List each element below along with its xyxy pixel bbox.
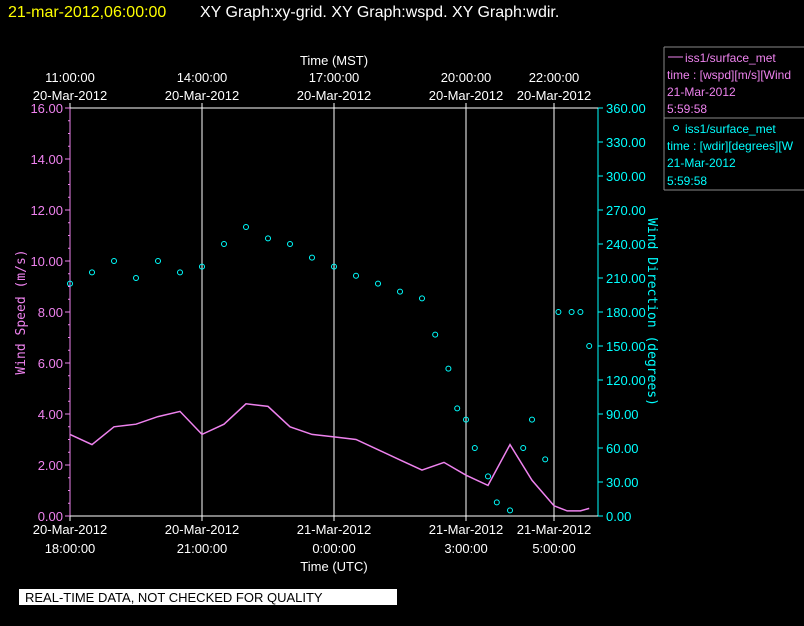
wdir-point <box>265 235 271 242</box>
wdir-point <box>353 272 359 279</box>
wdir-point <box>445 365 452 372</box>
x-bottom-tick-time: 21:00:00 <box>177 541 228 556</box>
header-graph-list: XY Graph:xy-grid. XY Graph:wspd. XY Grap… <box>200 4 559 21</box>
x-bottom-tick-time: 18:00:00 <box>45 541 96 556</box>
wspd-line <box>69 403 590 512</box>
wdir-point <box>221 241 227 247</box>
y-right-tick-label: 150.00 <box>606 339 646 354</box>
y-right-tick-label: 0.00 <box>606 509 631 524</box>
legend-wdir-name: iss1/surface_met <box>685 122 776 136</box>
x-bottom-tick-time: 5:00:00 <box>532 541 575 556</box>
x-top-tick-time: 17:00:00 <box>309 70 360 85</box>
x-top-tick-time: 14:00:00 <box>177 70 228 85</box>
wdir-point <box>586 343 593 349</box>
legend-wspd-line3: 5:59:58 <box>667 102 707 116</box>
x-top-tick-date: 20-Mar-2012 <box>33 88 107 103</box>
y-left-tick-label: 14.00 <box>30 152 63 167</box>
y-right-tick-label: 330.00 <box>606 135 646 150</box>
y-right-tick-label: 60.00 <box>606 441 639 456</box>
wdir-point <box>111 258 117 264</box>
y-right-tick-label: 90.00 <box>606 407 639 422</box>
wdir-point <box>577 309 584 315</box>
wdir-point <box>89 269 95 276</box>
wdir-point <box>397 288 403 295</box>
y-left-tick-label: 2.00 <box>38 458 63 473</box>
x-bottom-axis-title: Time (UTC) <box>300 559 367 574</box>
x-top-tick-date: 20-Mar-2012 <box>165 88 239 103</box>
y-left-tick-label: 16.00 <box>30 101 63 116</box>
axes: 0.00 2.00 4.00 6.00 8.00 10.00 12.00 14.00 16.00… <box>14 53 659 574</box>
wdir-point <box>493 499 500 506</box>
y-right-tick-label: 120.00 <box>606 373 646 388</box>
wdir-point <box>309 254 315 261</box>
y-right-axis-label: Wind Direction (degrees) <box>644 218 659 406</box>
disclaimer-text: REAL-TIME DATA, NOT CHECKED FOR QUALITY <box>25 590 323 605</box>
y-left-tick-label: 6.00 <box>38 356 63 371</box>
wdir-point <box>471 445 478 451</box>
y-left-axis-label: Wind Speed (m/s) <box>14 249 29 374</box>
x-top-tick-date: 20-Mar-2012 <box>429 88 503 103</box>
wdir-point <box>287 241 293 247</box>
y-left-tick-label: 12.00 <box>30 203 63 218</box>
y-right-tick-label: 30.00 <box>606 475 639 490</box>
legend-wdir-line1: time : [wdir][degrees][W <box>667 139 794 153</box>
legend-wspd-line2: 21-Mar-2012 <box>667 85 736 99</box>
wdir-point <box>419 295 425 302</box>
wspd-series <box>69 403 590 512</box>
wdir-point <box>463 416 469 423</box>
x-top-tick-time: 22:00:00 <box>529 70 580 85</box>
wdir-series <box>67 224 593 514</box>
legend-circle-marker <box>673 125 679 131</box>
x-top-tick-date: 20-Mar-2012 <box>517 88 591 103</box>
wdir-point <box>177 269 183 276</box>
x-top-tick-time: 20:00:00 <box>441 70 492 85</box>
x-bottom-tick-date: 20-Mar-2012 <box>165 522 239 537</box>
x-top-tick-date: 20-Mar-2012 <box>297 88 371 103</box>
wdir-point <box>331 263 337 270</box>
wdir-point <box>485 473 491 480</box>
wdir-point <box>155 258 161 264</box>
wdir-point <box>432 331 439 338</box>
legend-wspd-name: iss1/surface_met <box>685 51 776 65</box>
x-bottom-tick-date: 20-Mar-2012 <box>33 522 107 537</box>
y-left-tick-label: 0.00 <box>38 509 63 524</box>
x-bottom-tick-time: 3:00:00 <box>444 541 487 556</box>
y-left-tick-label: 8.00 <box>38 305 63 320</box>
x-bottom-tick-date: 21-Mar-2012 <box>517 522 591 537</box>
y-right-tick-label: 180.00 <box>606 305 646 320</box>
wdir-point <box>375 280 381 287</box>
x-top-tick-time: 11:00:00 <box>45 70 95 85</box>
y-right-tick-label: 360.00 <box>606 101 646 116</box>
wdir-point <box>199 263 205 270</box>
wdir-point <box>243 224 249 230</box>
header-timestamp: 21-mar-2012,06:00:00 <box>8 4 166 21</box>
x-bottom-tick-date: 21-Mar-2012 <box>429 522 503 537</box>
y-right-tick-label: 300.00 <box>606 169 646 184</box>
wdir-point <box>507 507 513 514</box>
y-left-tick-label: 4.00 <box>38 407 63 422</box>
legend-wspd-line1: time : [wspd][m/s][Wind <box>667 68 791 82</box>
x-bottom-tick-date: 21-Mar-2012 <box>297 522 371 537</box>
grid <box>201 108 555 516</box>
y-left-tick-label: 10.00 <box>30 254 63 269</box>
x-bottom-tick-time: 0:00:00 <box>312 541 355 556</box>
y-right-tick-label: 270.00 <box>606 203 646 218</box>
wdir-point <box>133 275 139 281</box>
wdir-point <box>568 309 575 315</box>
disclaimer-box <box>19 589 397 605</box>
wdir-point <box>520 445 527 451</box>
legend-wdir-line2: 21-Mar-2012 <box>667 156 736 170</box>
y-right-tick-label: 240.00 <box>606 237 646 252</box>
wdir-point <box>454 405 461 412</box>
wdir-point <box>529 416 535 423</box>
y-right-tick-label: 210.00 <box>606 271 646 286</box>
x-top-axis-title: Time (MST) <box>300 53 368 68</box>
legend-wdir-line3: 5:59:58 <box>667 174 707 188</box>
wdir-point <box>555 309 562 315</box>
wdir-point <box>542 456 549 463</box>
